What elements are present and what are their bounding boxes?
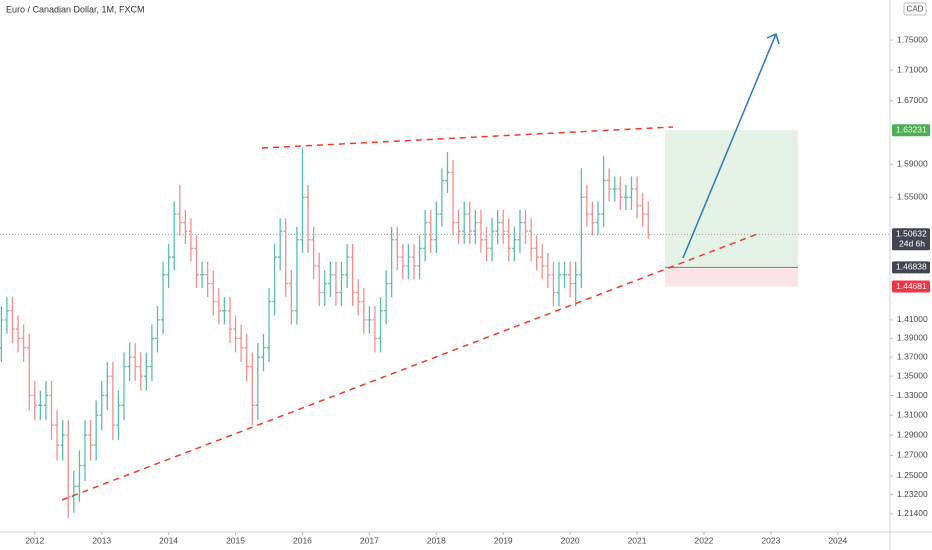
currency: CAD	[907, 5, 924, 14]
y-tick-label: 1.31000	[897, 409, 928, 419]
y-tick-label: 1.21400	[897, 508, 928, 518]
y-tick-label: 1.39000	[897, 333, 928, 343]
entry-price: 1.46838	[896, 262, 927, 272]
y-tick-label: 1.75000	[897, 34, 928, 44]
loss-zone	[665, 267, 798, 287]
target-price: 1.63231	[896, 125, 927, 135]
last-price: 1.50632	[896, 229, 927, 239]
x-tick-label: 2018	[427, 535, 446, 545]
y-tick-label: 1.67000	[897, 95, 928, 105]
x-tick-label: 2013	[92, 535, 111, 545]
y-tick-label: 1.23200	[897, 489, 928, 499]
x-tick-label: 2014	[159, 535, 178, 545]
y-tick-label: 1.35000	[897, 370, 928, 380]
stop-price: 1.44681	[896, 281, 927, 291]
x-tick-label: 2020	[561, 535, 580, 545]
target-price-box	[892, 124, 930, 137]
forecast-arrow	[682, 33, 777, 259]
y-tick-label: 1.59000	[897, 159, 928, 169]
x-tick-label: 2024	[828, 535, 847, 545]
entry-price-box	[892, 261, 930, 274]
last-price-box	[892, 228, 930, 251]
y-tick-label: 1.25000	[897, 470, 928, 480]
x-tick-label: 2023	[761, 535, 780, 545]
y-tick-label: 1.29000	[897, 429, 928, 439]
stop-price-box	[892, 280, 930, 293]
y-tick-label: 1.41000	[897, 314, 928, 324]
countdown: 24d 6h	[899, 239, 925, 249]
x-tick-label: 2012	[25, 535, 44, 545]
y-tick-label: 1.71000	[897, 64, 928, 74]
x-tick-label: 2017	[360, 535, 379, 545]
y-tick-label: 1.55000	[897, 192, 928, 202]
profit-zone	[665, 130, 798, 268]
x-tick-label: 2016	[293, 535, 312, 545]
x-tick-label: 2022	[695, 535, 714, 545]
y-tick-label: 1.27000	[897, 450, 928, 460]
arrow-head	[766, 32, 780, 45]
currency-box	[903, 2, 927, 16]
y-tick-label: 1.37000	[897, 351, 928, 361]
x-tick-label: 2021	[628, 535, 647, 545]
x-tick-label: 2015	[226, 535, 245, 545]
chart-title: Euro / Canadian Dollar, 1M, FXCM	[6, 4, 145, 14]
y-tick-label: 1.33000	[897, 390, 928, 400]
support-trendline	[61, 232, 761, 501]
x-tick-label: 2019	[494, 535, 513, 545]
resistance-trendline	[261, 126, 674, 149]
